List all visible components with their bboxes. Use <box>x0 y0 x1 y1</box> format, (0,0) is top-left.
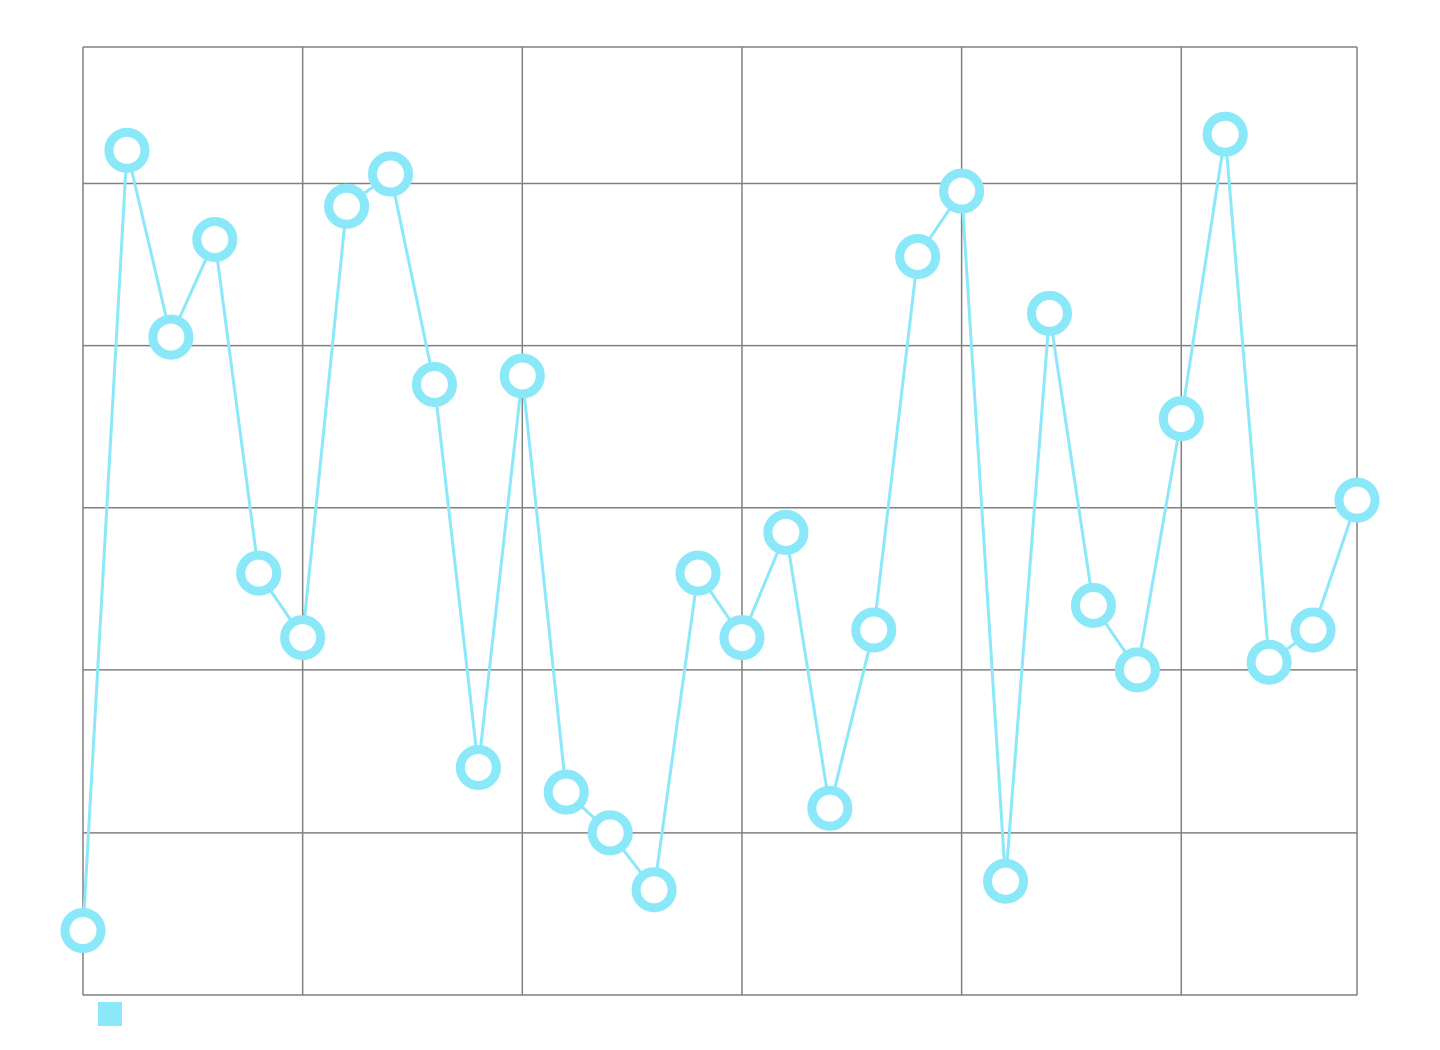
data-point-0-9 <box>455 744 501 790</box>
data-point-0-2 <box>148 314 194 360</box>
data-point-0-19 <box>895 234 941 280</box>
data-point-0-6 <box>324 183 370 229</box>
data-point-0-22 <box>1026 290 1072 336</box>
legend <box>98 1002 122 1026</box>
data-point-0-7 <box>368 151 414 197</box>
data-point-0-24 <box>1114 647 1160 693</box>
data-point-0-3 <box>192 216 238 262</box>
data-point-0-1 <box>104 127 150 173</box>
data-point-0-4 <box>236 550 282 596</box>
data-point-0-0 <box>60 908 106 954</box>
data-point-0-29 <box>1334 477 1380 523</box>
data-point-0-11 <box>543 769 589 815</box>
data-point-0-21 <box>983 858 1029 904</box>
data-point-0-10 <box>499 353 545 399</box>
data-point-0-17 <box>807 785 853 831</box>
series-lines <box>81 132 1359 931</box>
data-points <box>60 111 1380 954</box>
data-point-0-23 <box>1070 582 1116 628</box>
data-point-0-12 <box>587 810 633 856</box>
data-point-0-5 <box>280 615 326 661</box>
data-point-0-25 <box>1158 396 1204 442</box>
data-point-0-27 <box>1246 639 1292 685</box>
data-point-0-28 <box>1290 607 1336 653</box>
data-point-0-20 <box>939 168 985 214</box>
data-point-0-8 <box>411 361 457 407</box>
data-point-0-15 <box>719 615 765 661</box>
data-point-0-18 <box>851 607 897 653</box>
legend-swatch-0 <box>98 1002 122 1026</box>
data-point-0-26 <box>1202 111 1248 157</box>
gridlines <box>82 46 1358 996</box>
series-line-0 <box>81 132 1359 931</box>
data-point-0-14 <box>675 550 721 596</box>
data-point-0-13 <box>631 867 677 913</box>
data-point-0-16 <box>763 509 809 555</box>
